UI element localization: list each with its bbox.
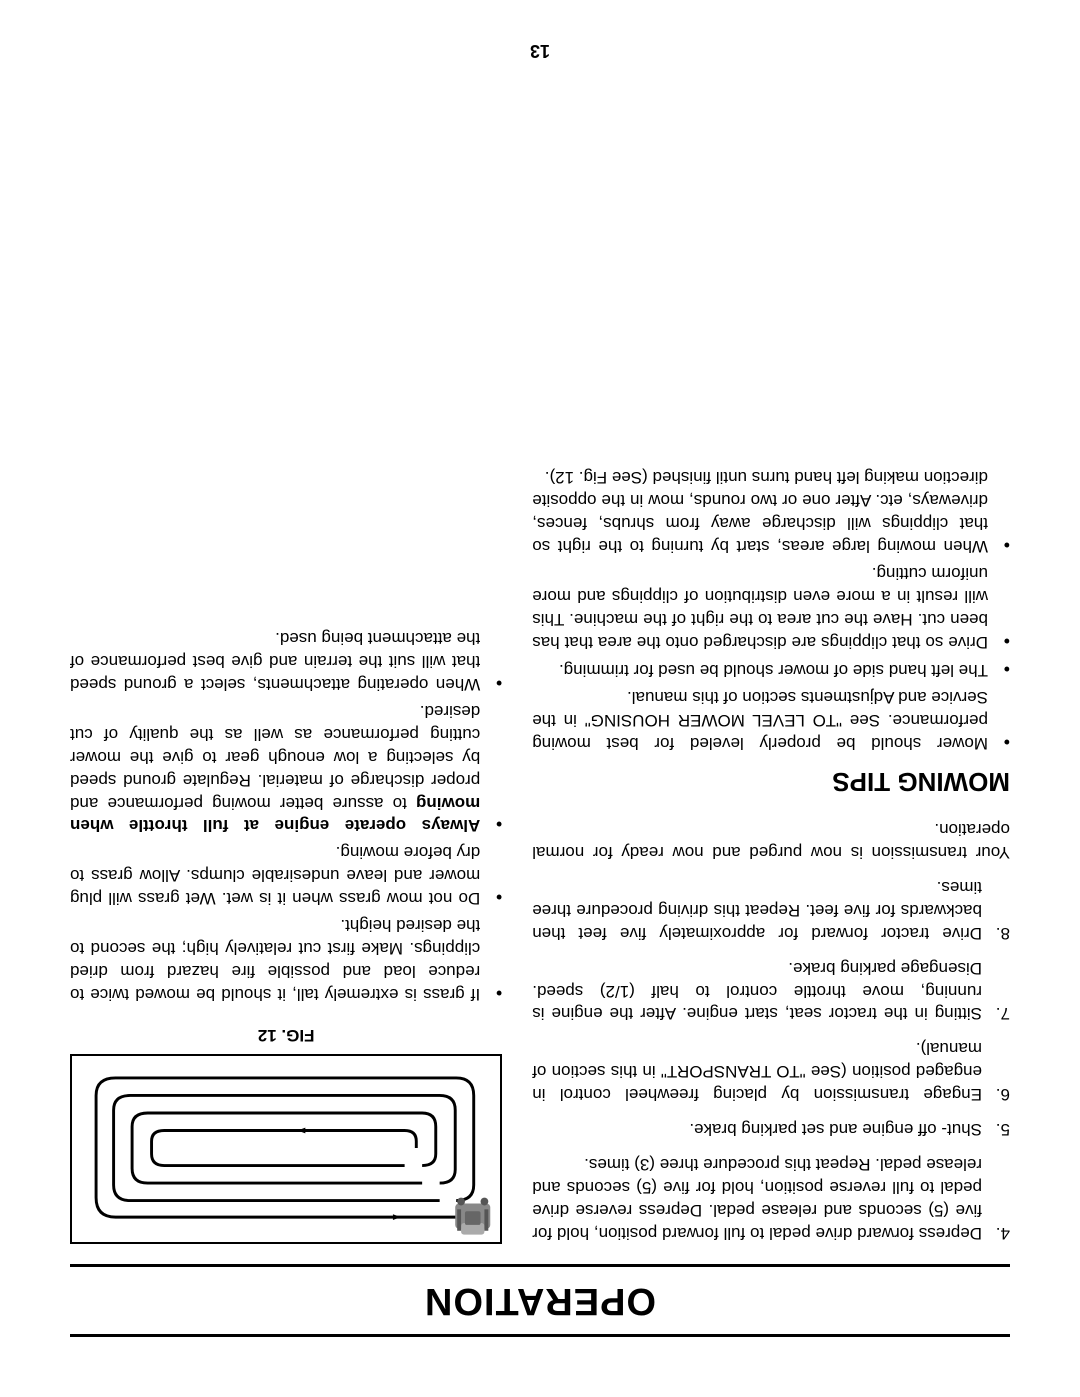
list-item: 4. Depress forward drive pedal to full f… [532, 1152, 1010, 1244]
item-text: When mowing large areas, start by turnin… [532, 465, 988, 557]
right-tips-list: If grass is extremely tall, it should be… [70, 626, 502, 1005]
item-text: Depress forward drive pedal to full forw… [532, 1152, 982, 1244]
mowing-pattern-diagram [72, 1056, 500, 1242]
list-item: 6. Engage transmission by placing freewh… [532, 1037, 1010, 1106]
item-text: Sitting in the tractor seat, start engin… [532, 956, 982, 1025]
item-text: Drive so that clippings are discharged o… [532, 561, 988, 653]
item-number: 7. [982, 956, 1010, 1025]
list-item: The left hand side of mower should be us… [532, 657, 1010, 681]
item-number: 6. [982, 1037, 1010, 1106]
numbered-procedure-list: 4. Depress forward drive pedal to full f… [532, 875, 1010, 1244]
content-columns: 4. Depress forward drive pedal to full f… [70, 461, 1010, 1244]
item-text: If grass is extremely tall, it should be… [70, 913, 480, 1005]
item-text: Drive tractor forward for approximately … [532, 875, 982, 944]
item-text: Engage transmission by placing freewheel… [532, 1037, 982, 1106]
list-item: Mower should be properly leveled for bes… [532, 685, 1010, 754]
page-number: 13 [0, 40, 1080, 61]
item-text: Mower should be properly leveled for bes… [532, 685, 988, 754]
left-column: 4. Depress forward drive pedal to full f… [532, 461, 1010, 1244]
list-item: When mowing large areas, start by turnin… [532, 465, 1010, 557]
item-text: Shut- off engine and set parking brake. [532, 1117, 982, 1140]
figure-12-box [70, 1054, 502, 1244]
item-text: Do not mow grass when it is wet. Wet gra… [70, 841, 480, 910]
figure-caption: FIG. 12 [70, 1023, 502, 1046]
mowing-tips-heading: MOWING TIPS [532, 764, 1010, 799]
list-item: When operating attachments, select a gro… [70, 626, 502, 695]
list-item: If grass is extremely tall, it should be… [70, 913, 502, 1005]
mowing-tips-list: Mower should be properly leveled for bes… [532, 465, 1010, 754]
item-text: Always operate engine at full throttle w… [70, 699, 480, 837]
list-item: 8. Drive tractor forward for approximate… [532, 875, 1010, 944]
list-item: Always operate engine at full throttle w… [70, 699, 502, 837]
list-item: Do not mow grass when it is wet. Wet gra… [70, 841, 502, 910]
item-text: When operating attachments, select a gro… [70, 626, 480, 695]
header-section: OPERATION [70, 1264, 1010, 1337]
page-title: OPERATION [70, 1279, 1010, 1322]
item-text: The left hand side of mower should be us… [532, 657, 988, 681]
transmission-note: Your transmission is now purged and now … [532, 817, 1010, 863]
right-column: FIG. 12 If grass is extremely tall, it s… [70, 461, 502, 1244]
item-number: 4. [982, 1152, 1010, 1244]
list-item: Drive so that clippings are discharged o… [532, 561, 1010, 653]
list-item: 7. Sitting in the tractor seat, start en… [532, 956, 1010, 1025]
list-item: 5. Shut- off engine and set parking brak… [532, 1117, 1010, 1140]
item-number: 5. [982, 1117, 1010, 1140]
item-number: 8. [982, 875, 1010, 944]
tractor-icon [455, 1198, 490, 1235]
